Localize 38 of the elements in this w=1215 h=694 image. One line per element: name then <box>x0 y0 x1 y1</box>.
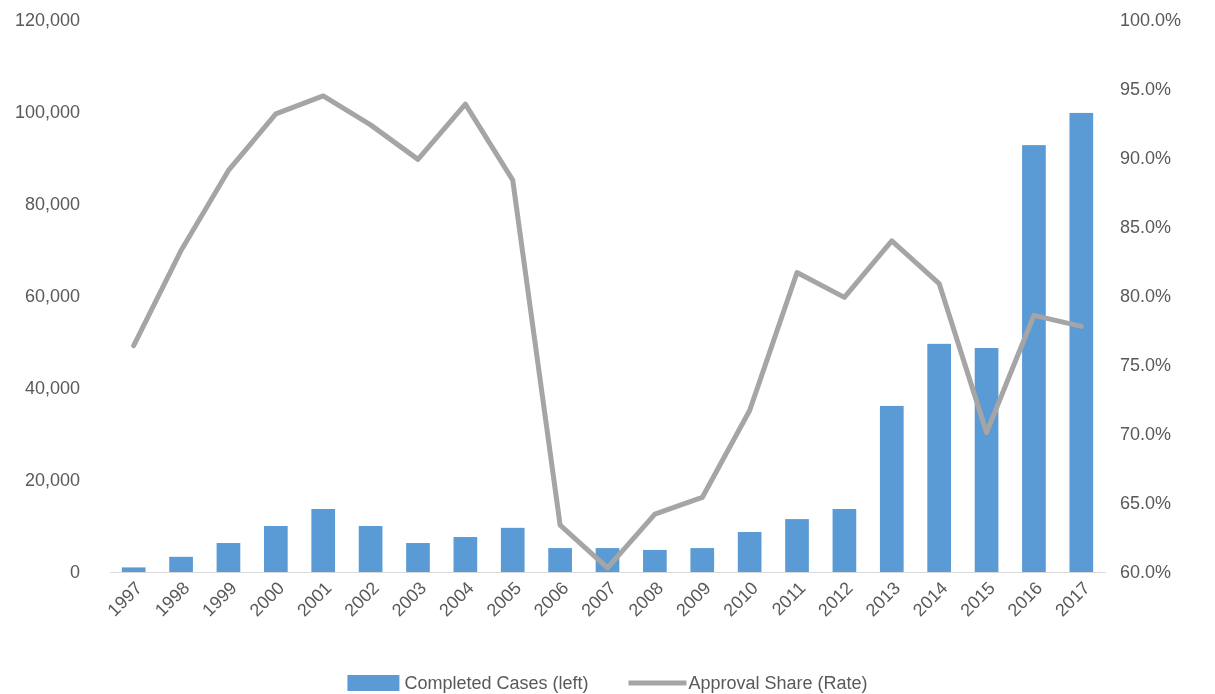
bar <box>785 519 809 572</box>
y-tick-label: 0 <box>69 562 80 583</box>
y2-tick-label: 85.0% <box>1120 217 1172 238</box>
y-tick-label: 100,000 <box>14 102 80 123</box>
bar <box>121 567 146 572</box>
y2-tick-label: 70.0% <box>1120 424 1172 445</box>
y2-tick-label: 100.0% <box>1120 10 1182 31</box>
legend-label: Approval Share (Rate) <box>688 673 868 694</box>
bar <box>216 543 241 572</box>
y2-tick-label: 75.0% <box>1120 355 1172 376</box>
bar <box>169 556 193 572</box>
bar <box>1069 112 1094 572</box>
y2-tick-label: 95.0% <box>1120 79 1172 100</box>
bar <box>643 549 667 572</box>
y-tick-label: 80,000 <box>24 194 80 215</box>
bar <box>690 548 715 572</box>
bar <box>832 508 857 572</box>
y-tick-label: 20,000 <box>24 470 80 491</box>
bar <box>548 548 572 572</box>
bar <box>453 537 478 572</box>
bar <box>737 531 762 572</box>
bar <box>263 526 288 572</box>
bar <box>358 526 383 572</box>
bar <box>927 343 952 572</box>
bar <box>406 543 430 572</box>
bar <box>1022 145 1046 572</box>
y2-tick-label: 60.0% <box>1120 562 1172 583</box>
y-tick-label: 120,000 <box>14 10 80 31</box>
y-tick-label: 40,000 <box>24 378 80 399</box>
y-tick-label: 60,000 <box>24 286 80 307</box>
bar <box>974 347 999 572</box>
bar <box>879 405 904 572</box>
y2-tick-label: 80.0% <box>1120 286 1172 307</box>
y2-tick-label: 90.0% <box>1120 148 1172 169</box>
bar <box>311 508 336 572</box>
y2-tick-label: 65.0% <box>1120 493 1172 514</box>
legend-label: Completed Cases (left) <box>404 673 589 694</box>
bar <box>500 527 525 572</box>
